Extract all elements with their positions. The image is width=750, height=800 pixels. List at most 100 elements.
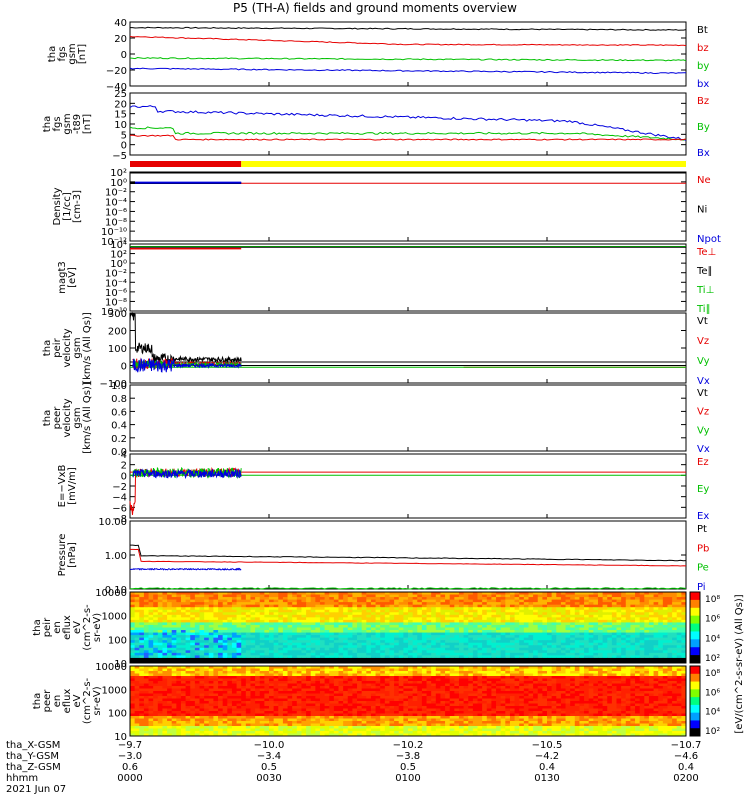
spec-cell bbox=[139, 645, 145, 649]
spec-cell bbox=[454, 602, 460, 606]
spec-cell bbox=[639, 666, 645, 669]
spec-cell bbox=[449, 607, 455, 611]
spec-cell bbox=[542, 632, 548, 636]
spec-cell bbox=[208, 676, 214, 679]
spec-cell bbox=[370, 624, 377, 628]
series-Pb bbox=[130, 548, 687, 567]
spec-cell bbox=[667, 647, 673, 651]
spec-cell bbox=[143, 624, 150, 628]
spec-cell bbox=[445, 637, 451, 641]
spec-cell bbox=[338, 592, 344, 596]
spec-cell bbox=[231, 637, 238, 641]
spec-cell bbox=[255, 655, 261, 659]
spec-cell bbox=[648, 652, 655, 656]
spec-cell bbox=[676, 650, 682, 654]
spec-cell bbox=[551, 635, 557, 639]
spec-cell bbox=[389, 640, 395, 644]
spec-cell bbox=[167, 681, 173, 684]
spec-cell bbox=[630, 592, 636, 596]
spec-cell bbox=[635, 640, 641, 644]
spec-cell bbox=[218, 681, 224, 684]
spec-cell bbox=[426, 624, 432, 628]
spec-cell bbox=[324, 686, 330, 689]
spec-cell bbox=[361, 612, 367, 616]
spec-cell bbox=[315, 688, 321, 692]
spec-cell bbox=[329, 681, 335, 684]
spec-cell bbox=[408, 640, 414, 644]
spec-cell bbox=[514, 676, 520, 679]
spec-cell bbox=[565, 673, 571, 677]
panel-dens bbox=[129, 171, 687, 242]
spec-cell bbox=[500, 676, 506, 679]
spec-cell bbox=[667, 614, 673, 618]
spec-cell bbox=[162, 647, 168, 651]
spec-cell bbox=[134, 630, 140, 634]
spec-cell bbox=[523, 668, 529, 672]
spec-cell bbox=[357, 637, 363, 641]
spec-cell bbox=[482, 660, 488, 664]
spec-cell bbox=[556, 688, 562, 692]
spec-cell bbox=[343, 614, 349, 618]
spec-cell bbox=[250, 657, 256, 661]
spec-cell bbox=[639, 673, 645, 677]
spec-cell bbox=[273, 671, 279, 674]
spec-cell bbox=[208, 627, 214, 631]
spec-cell bbox=[602, 686, 608, 689]
spec-cell bbox=[519, 668, 525, 672]
spec-cell bbox=[292, 624, 298, 628]
spec-cell bbox=[176, 617, 182, 621]
spec-cell bbox=[264, 597, 270, 601]
spec-cell bbox=[648, 592, 655, 596]
spec-cell bbox=[361, 635, 367, 639]
spec-cell bbox=[584, 673, 590, 677]
spec-cell bbox=[533, 609, 539, 613]
spec-cell bbox=[213, 604, 219, 608]
spec-cell bbox=[255, 614, 261, 618]
spec-cell bbox=[597, 632, 604, 636]
spec-cell bbox=[514, 668, 520, 672]
spec-cell bbox=[574, 635, 580, 639]
spec-cell bbox=[574, 652, 580, 656]
spec-cell bbox=[139, 678, 145, 682]
spec-cell bbox=[375, 668, 381, 672]
spec-cell bbox=[315, 630, 321, 634]
spec-cell bbox=[361, 622, 367, 626]
spec-cell bbox=[449, 632, 455, 636]
spec-cell bbox=[597, 660, 604, 664]
spec-cell bbox=[556, 635, 562, 639]
spec-cell bbox=[496, 597, 502, 601]
spec-cell bbox=[611, 619, 617, 623]
spec-cell bbox=[556, 671, 562, 674]
spec-cell bbox=[255, 657, 261, 661]
spec-cell bbox=[269, 657, 275, 661]
spec-cell bbox=[537, 619, 543, 623]
spec-cell bbox=[292, 642, 298, 646]
spec-cell bbox=[662, 592, 668, 596]
spec-cell bbox=[287, 604, 293, 608]
spec-cell bbox=[477, 660, 483, 664]
spec-cell bbox=[574, 609, 580, 613]
spec-cell bbox=[204, 671, 210, 674]
spec-cell bbox=[625, 627, 631, 631]
spec-cell bbox=[426, 637, 432, 641]
spec-cell bbox=[370, 640, 377, 644]
spec-cell bbox=[190, 647, 196, 651]
spec-cell bbox=[509, 647, 516, 651]
spec-cell bbox=[607, 671, 613, 674]
spec-cell bbox=[486, 637, 492, 641]
spec-cell bbox=[162, 686, 168, 689]
spec-cell bbox=[143, 604, 150, 608]
spec-cell bbox=[560, 604, 567, 608]
series-By bbox=[129, 126, 687, 141]
spec-cell bbox=[338, 627, 344, 631]
spec-cell bbox=[389, 612, 395, 616]
spec-cell bbox=[134, 691, 140, 694]
spec-cell bbox=[139, 607, 145, 611]
spec-cell bbox=[143, 678, 150, 682]
spec-cell bbox=[357, 635, 363, 639]
spec-cell bbox=[449, 630, 455, 634]
spec-cell bbox=[491, 668, 497, 672]
spec-cell bbox=[282, 660, 289, 664]
spec-cell bbox=[635, 594, 641, 598]
spec-cell bbox=[449, 666, 455, 669]
